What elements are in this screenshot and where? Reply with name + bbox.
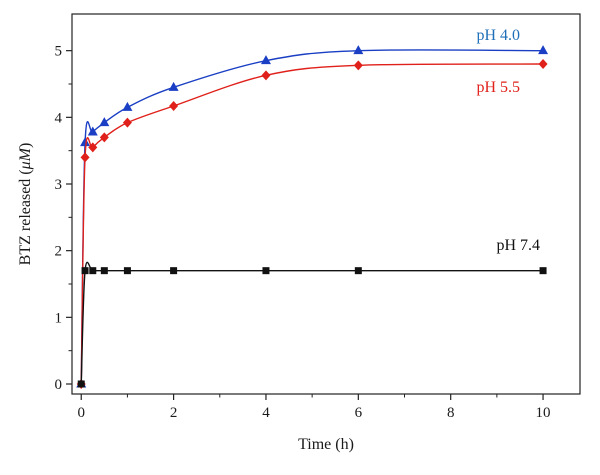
data-point: [81, 267, 89, 275]
data-point: [77, 380, 85, 388]
labels-layer: pH 4.0 pH 5.5 pH 7.4: [476, 27, 540, 254]
data-point: [87, 126, 98, 136]
data-point: [89, 267, 97, 275]
data-point: [80, 152, 90, 163]
data-point: [169, 101, 179, 111]
data-point: [88, 142, 98, 153]
x-tick-label: 10: [536, 405, 551, 421]
plot-frame: [71, 13, 581, 395]
data-point: [353, 60, 363, 71]
series-line: [80, 49, 544, 385]
y-tick-label: 5: [55, 44, 63, 60]
series-line: [80, 261, 544, 385]
x-tick-label: 6: [355, 405, 363, 421]
y-tick-label: 0: [55, 377, 63, 393]
data-point: [99, 132, 109, 143]
series-ph-5-5: [76, 59, 548, 389]
data-point: [262, 267, 270, 275]
data-point: [123, 267, 131, 275]
data-point: [168, 81, 179, 91]
data-point: [100, 267, 108, 275]
series-label-ph-7-4: pH 7.4: [496, 237, 540, 254]
data-point: [538, 59, 548, 69]
data-point: [80, 137, 91, 147]
data-point: [260, 55, 271, 65]
y-tick-label: 2: [55, 244, 63, 260]
x-tick-label: 8: [447, 405, 455, 421]
y-tick-label: 4: [55, 110, 63, 126]
y-axis-title-suffix: ): [17, 143, 34, 148]
data-point: [539, 267, 547, 275]
y-tick-label: 3: [55, 177, 63, 193]
y-tick-label: 1: [55, 310, 63, 326]
data-point: [353, 45, 364, 55]
data-point: [354, 267, 362, 275]
y-axis-title-prefix: BTZ released (: [17, 169, 34, 265]
x-tick-label: 0: [77, 405, 85, 421]
series-label-ph-5-5: pH 5.5: [476, 79, 520, 96]
data-point: [122, 117, 132, 128]
y-axis-title-unit: μM: [17, 146, 34, 170]
y-axis-title: BTZ released (μM): [17, 143, 34, 266]
series-line: [80, 63, 544, 385]
x-tick-label: 2: [170, 405, 178, 421]
data-point: [99, 117, 110, 127]
data-point: [122, 101, 133, 111]
series-label-ph-4-0: pH 4.0: [476, 27, 520, 44]
x-tick-label: 4: [262, 405, 270, 421]
series-layer: [76, 45, 549, 389]
data-point: [170, 267, 178, 275]
data-point: [538, 45, 549, 55]
data-point: [261, 70, 271, 81]
axes: 0 2 4 6 8 10 0 1 2 3 4 5: [55, 13, 581, 421]
series-ph-4-0: [76, 45, 549, 388]
series-ph-7-4: [77, 261, 547, 388]
x-axis-title: Time (h): [298, 436, 354, 453]
